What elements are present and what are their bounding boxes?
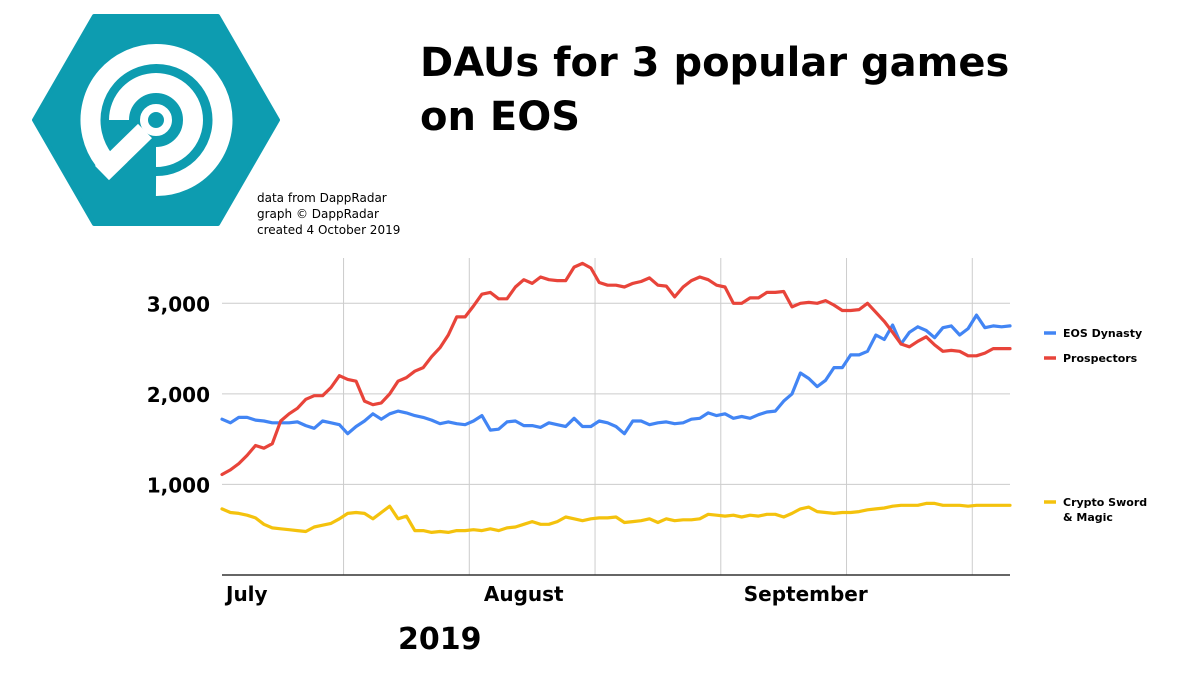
- dappradar-logo-icon: [32, 14, 280, 226]
- line-chart: 1,000 2,000 3,000 July August September EOS Dy…: [147, 258, 1147, 606]
- x-tick-label: August: [484, 582, 564, 606]
- chart-title: DAUs for 3 popular games on EOS: [420, 40, 1010, 140]
- legend-label: Crypto Sword: [1063, 496, 1147, 509]
- y-tick-label: 2,000: [147, 383, 210, 407]
- legend-label: Prospectors: [1063, 352, 1138, 365]
- credits: data from DappRadar graph © DappRadar cr…: [257, 190, 400, 238]
- x-tick-label: September: [744, 582, 868, 606]
- series-line-crypto-sword-magic: [220, 501, 1012, 534]
- series-line-prospectors: [220, 261, 1012, 477]
- credit-line-copyright: graph © DappRadar: [257, 207, 379, 221]
- x-axis-year-label: 2019: [398, 622, 482, 657]
- x-tick-label: July: [224, 582, 268, 606]
- y-tick-label: 3,000: [147, 292, 210, 316]
- credit-line-source: data from DappRadar: [257, 191, 387, 205]
- y-tick-label: 1,000: [147, 473, 210, 497]
- legend-label: & Magic: [1063, 511, 1113, 524]
- legend-label: EOS Dynasty: [1063, 327, 1142, 340]
- series-line-eos-dynasty: [220, 313, 1012, 436]
- credit-line-created: created 4 October 2019: [257, 223, 401, 237]
